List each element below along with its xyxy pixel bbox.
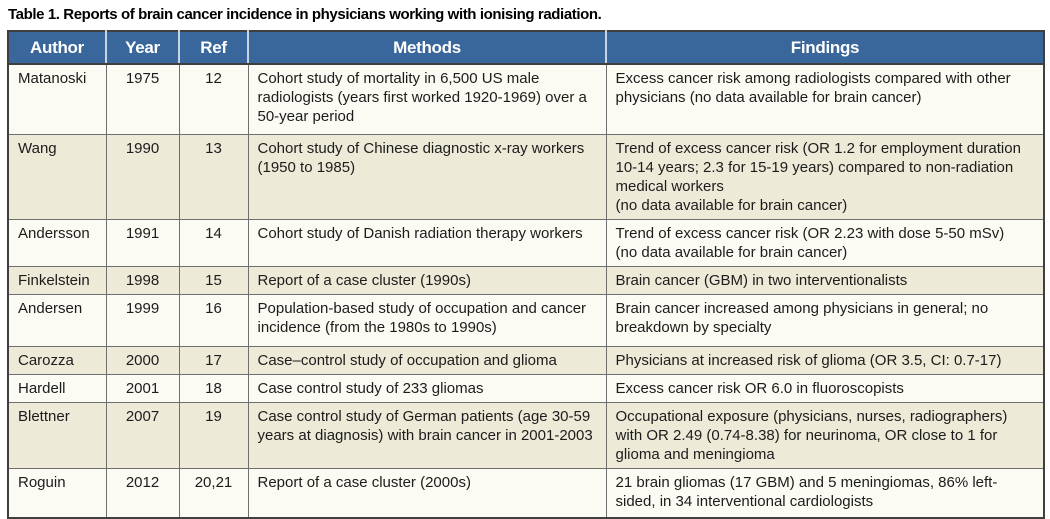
table-row: Carozza 2000 17 Case–control study of oc… (7, 345, 1045, 375)
table-row: Matanoski 1975 12 Cohort study of mortal… (7, 63, 1045, 135)
methods-cell: Report of a case cluster (2000s) (247, 467, 607, 519)
year-cell: 2007 (105, 401, 180, 469)
findings-cell: Trend of excess cancer risk (OR 2.23 wit… (605, 218, 1045, 267)
author-cell: Carozza (7, 345, 107, 375)
methods-cell: Population-based study of occupation and… (247, 293, 607, 347)
table-row: Hardell 2001 18 Case control study of 23… (7, 373, 1045, 403)
year-cell: 1990 (105, 133, 180, 220)
table-header: Author Year Ref Methods Findings (8, 31, 1044, 65)
table-body: Matanoski 1975 12 Cohort study of mortal… (7, 63, 1045, 519)
column-header-year: Year (105, 31, 179, 65)
author-cell: Andersen (7, 293, 107, 347)
methods-cell: Cohort study of Danish radiation therapy… (247, 218, 607, 267)
methods-cell: Case control study of 233 gliomas (247, 373, 607, 403)
ref-cell: 18 (178, 373, 249, 403)
column-header-author: Author (8, 31, 106, 65)
ref-cell: 17 (178, 345, 249, 375)
findings-cell: Excess cancer risk among radiologists co… (605, 63, 1045, 135)
ref-cell: 19 (178, 401, 249, 469)
findings-cell: Physicians at increased risk of glioma (… (605, 345, 1045, 375)
brain-cancer-incidence-table: Author Year Ref Methods Findings Matanos… (7, 30, 1045, 519)
table-row: Finkelstein 1998 15 Report of a case clu… (7, 265, 1045, 295)
ref-cell: 13 (178, 133, 249, 220)
author-cell: Finkelstein (7, 265, 107, 295)
table-row: Wang 1990 13 Cohort study of Chinese dia… (7, 133, 1045, 220)
ref-cell: 14 (178, 218, 249, 267)
methods-cell: Cohort study of mortality in 6,500 US ma… (247, 63, 607, 135)
table-row: Andersson 1991 14 Cohort study of Danish… (7, 218, 1045, 267)
author-cell: Blettner (7, 401, 107, 469)
author-cell: Wang (7, 133, 107, 220)
methods-cell: Report of a case cluster (1990s) (247, 265, 607, 295)
column-header-ref: Ref (178, 31, 248, 65)
methods-cell: Case control study of German patients (a… (247, 401, 607, 469)
year-cell: 2000 (105, 345, 180, 375)
findings-cell: Excess cancer risk OR 6.0 in fluoroscopi… (605, 373, 1045, 403)
findings-cell: 21 brain gliomas (17 GBM) and 5 meningio… (605, 467, 1045, 519)
column-header-methods: Methods (247, 31, 606, 65)
table-title: Table 1. Reports of brain cancer inciden… (8, 6, 602, 23)
table-row: Blettner 2007 19 Case control study of G… (7, 401, 1045, 469)
column-header-findings: Findings (605, 31, 1044, 65)
ref-cell: 12 (178, 63, 249, 135)
year-cell: 1998 (105, 265, 180, 295)
year-cell: 2012 (105, 467, 180, 519)
table-row: Andersen 1999 16 Population-based study … (7, 293, 1045, 347)
findings-cell: Brain cancer increased among physicians … (605, 293, 1045, 347)
year-cell: 1975 (105, 63, 180, 135)
author-cell: Roguin (7, 467, 107, 519)
ref-cell: 15 (178, 265, 249, 295)
author-cell: Andersson (7, 218, 107, 267)
methods-cell: Case–control study of occupation and gli… (247, 345, 607, 375)
year-cell: 1991 (105, 218, 180, 267)
author-cell: Matanoski (7, 63, 107, 135)
findings-cell: Brain cancer (GBM) in two interventional… (605, 265, 1045, 295)
ref-cell: 20,21 (178, 467, 249, 519)
author-cell: Hardell (7, 373, 107, 403)
ref-cell: 16 (178, 293, 249, 347)
year-cell: 2001 (105, 373, 180, 403)
header-row: Author Year Ref Methods Findings (8, 31, 1044, 65)
findings-cell: Occupational exposure (physicians, nurse… (605, 401, 1045, 469)
year-cell: 1999 (105, 293, 180, 347)
findings-cell: Trend of excess cancer risk (OR 1.2 for … (605, 133, 1045, 220)
methods-cell: Cohort study of Chinese diagnostic x-ray… (247, 133, 607, 220)
table-row: Roguin 2012 20,21 Report of a case clust… (7, 467, 1045, 519)
